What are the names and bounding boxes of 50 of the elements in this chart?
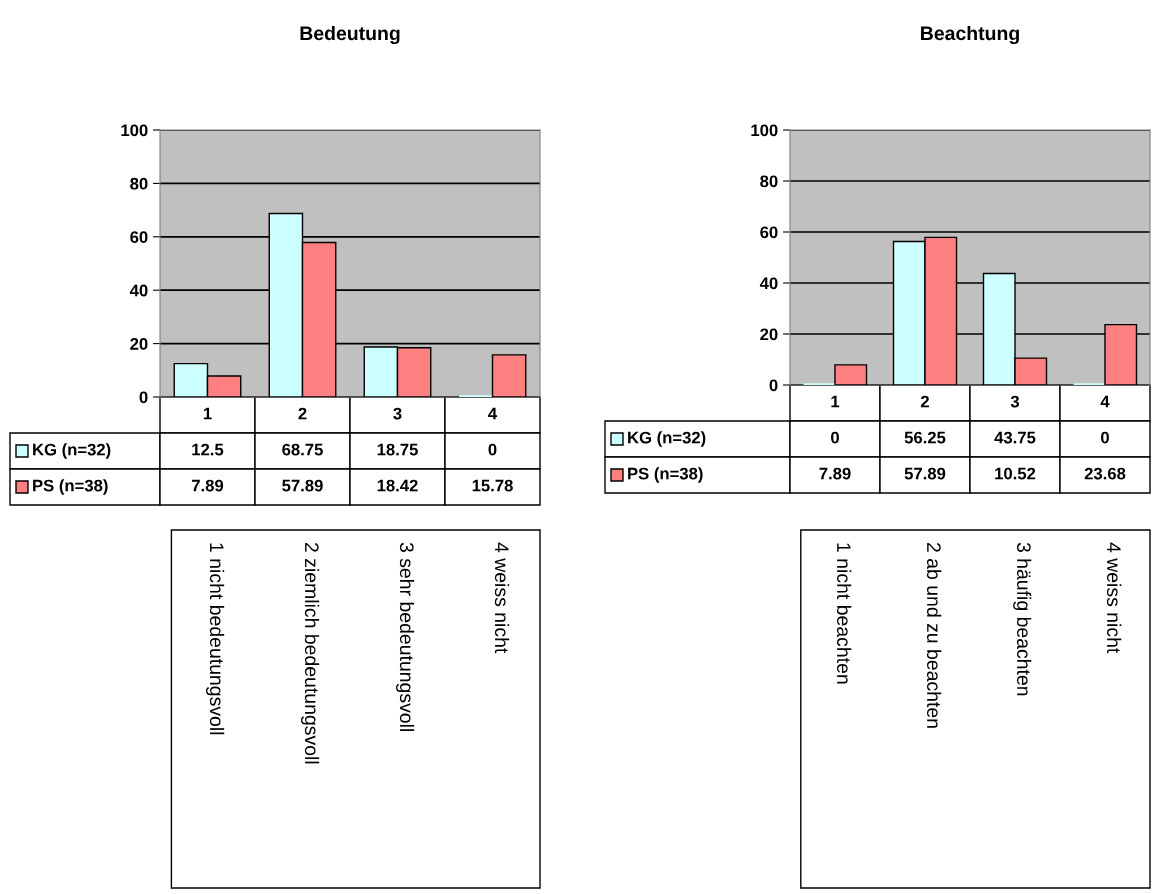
chart-title: Beachtung xyxy=(921,25,1019,45)
category-label: 2 xyxy=(298,407,307,420)
category-label: 2 xyxy=(920,395,929,408)
text: 4 weiss nicht xyxy=(1106,542,1122,654)
category-label: 3 xyxy=(393,407,402,420)
text: 2 ab und zu beachten xyxy=(926,542,942,728)
data-label: 57.89 xyxy=(282,479,323,492)
y-tick-label: 60 xyxy=(760,226,778,239)
category-label: 1 xyxy=(831,395,840,408)
category-label: 3 xyxy=(1010,395,1020,408)
category-label: 4 xyxy=(1100,395,1110,408)
data-label: 43.75 xyxy=(994,431,1036,444)
data-label: 23.68 xyxy=(1084,467,1126,480)
category-label: 1 xyxy=(203,407,212,420)
y-tick-label: 40 xyxy=(759,277,778,290)
legend-label: KG (n=32) xyxy=(33,443,111,459)
legend-label: PS (n=38) xyxy=(33,479,108,495)
y-tick-label: 100 xyxy=(121,124,148,137)
data-label: 15.78 xyxy=(472,479,513,492)
data-label: 57.89 xyxy=(904,467,946,480)
y-tick-label: 0 xyxy=(769,379,778,392)
y-tick-label: 0 xyxy=(139,391,148,404)
text: 1 nicht bedeutungsvoll xyxy=(206,543,225,735)
category-label: 4 xyxy=(488,407,498,420)
y-tick-label: 20 xyxy=(130,338,148,350)
text: 2 ziemlich bedeutungsvoll xyxy=(301,542,320,764)
data-label: 7.89 xyxy=(819,467,851,480)
text: 4 weiss nicht xyxy=(494,542,510,654)
data-label: 10.52 xyxy=(995,467,1036,480)
data-label: 18.42 xyxy=(377,479,418,492)
text: 1 nicht beachten xyxy=(836,543,852,684)
data-label: 0 xyxy=(488,443,497,456)
data-label: 12.5 xyxy=(192,443,224,456)
legend-label: PS (n=38) xyxy=(628,467,703,483)
data-label: 18.75 xyxy=(377,443,418,456)
data-label: 0 xyxy=(1101,431,1109,444)
text: 3 häufig beachten xyxy=(1013,542,1032,696)
y-tick-label: 60 xyxy=(130,231,148,243)
data-label: 7.89 xyxy=(192,479,224,492)
data-label: 68.75 xyxy=(282,443,323,456)
data-label: 56.25 xyxy=(904,431,946,444)
y-tick-label: 80 xyxy=(760,175,778,188)
y-tick-label: 80 xyxy=(130,177,148,190)
data-label: 0 xyxy=(831,431,839,444)
chart-title: Bedeutung xyxy=(300,25,400,45)
y-tick-label: 20 xyxy=(760,328,778,341)
legend-label: KG (n=32) xyxy=(628,431,706,447)
y-tick-label: 40 xyxy=(129,284,148,297)
y-tick-label: 100 xyxy=(751,124,778,137)
text: 3 sehr bedeutungsvoll xyxy=(396,542,415,731)
